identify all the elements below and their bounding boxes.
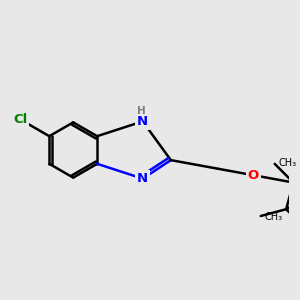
Text: H: H bbox=[137, 106, 146, 116]
Text: N: N bbox=[137, 115, 148, 128]
Text: Cl: Cl bbox=[13, 113, 27, 126]
Text: O: O bbox=[248, 169, 259, 182]
Text: CH₃: CH₃ bbox=[265, 212, 283, 222]
Text: N: N bbox=[137, 172, 148, 185]
Text: CH₃: CH₃ bbox=[278, 158, 297, 168]
